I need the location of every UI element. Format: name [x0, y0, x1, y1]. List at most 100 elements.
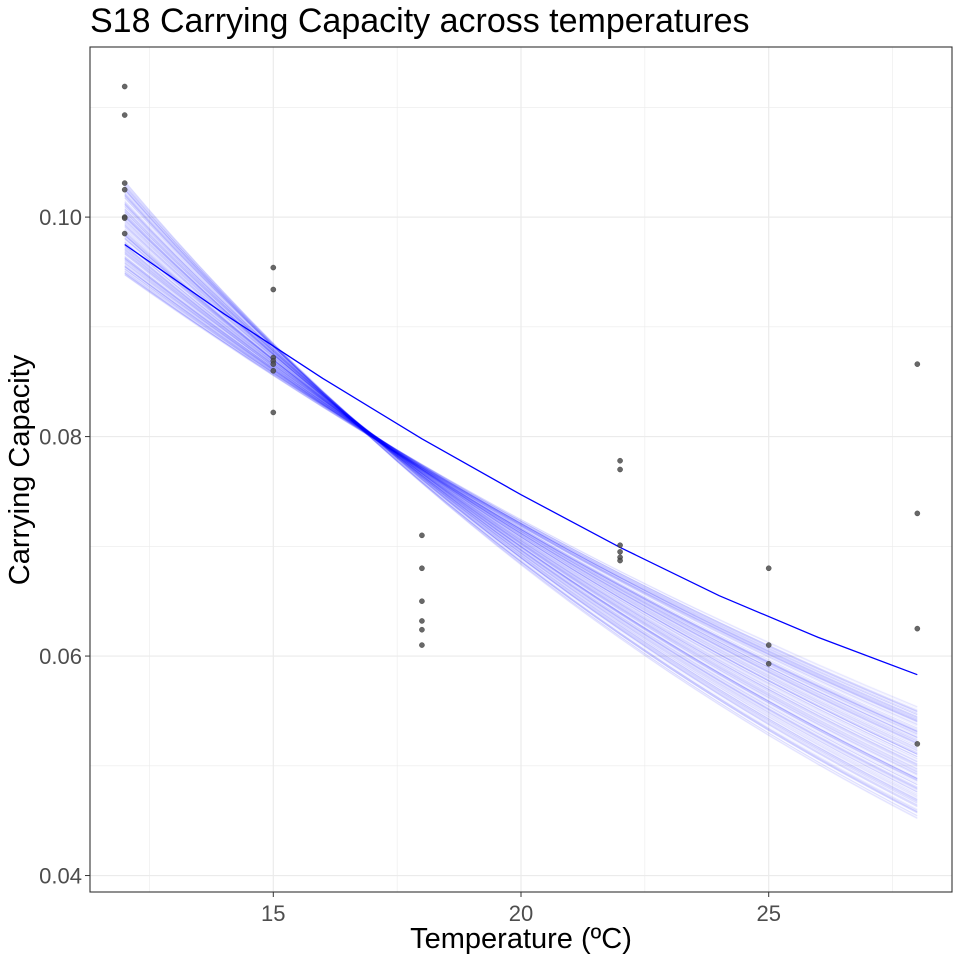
posterior-draw-line: [124, 256, 918, 729]
posterior-draw-line: [124, 242, 918, 746]
posterior-draw-line: [124, 259, 918, 724]
posterior-draw-line: [124, 219, 918, 773]
posterior-draw-line: [124, 203, 918, 790]
posterior-draw-line: [124, 246, 918, 743]
posterior-draw-line: [124, 225, 918, 767]
posterior-draw-line: [124, 233, 918, 757]
posterior-draw-line: [124, 189, 918, 807]
posterior-draw-line: [124, 211, 918, 781]
posterior-draw-line: [124, 258, 918, 732]
posterior-draw-line: [124, 194, 918, 801]
posterior-draw-line: [124, 255, 918, 733]
posterior-draw-line: [124, 235, 918, 755]
posterior-draw-line: [124, 231, 918, 763]
posterior-draw-line: [124, 189, 918, 806]
posterior-draw-line: [124, 185, 918, 814]
posterior-draw-line: [124, 200, 918, 795]
posterior-draw-line: [124, 189, 918, 806]
posterior-draw-line: [124, 260, 918, 730]
posterior-draw-line: [124, 258, 918, 726]
posterior-draw-line: [124, 214, 918, 781]
data-point: [270, 367, 277, 374]
posterior-draw-line: [124, 266, 918, 718]
data-point: [121, 112, 128, 118]
posterior-draw-line: [124, 250, 918, 739]
grid-layer: [90, 47, 952, 892]
posterior-draw-line: [124, 268, 918, 714]
posterior-draw-line: [124, 185, 918, 813]
posterior-draw-line: [124, 209, 918, 785]
data-point: [270, 264, 277, 271]
posterior-draw-line: [124, 264, 918, 722]
posterior-draw-line: [124, 272, 918, 711]
posterior-draw-line: [124, 258, 918, 732]
posterior-draw-line: [124, 252, 918, 735]
posterior-draw-line: [124, 246, 918, 744]
posterior-draw-line: [124, 265, 918, 722]
posterior-draw-line: [124, 197, 918, 797]
data-point: [121, 83, 128, 90]
posterior-draw-line: [124, 249, 918, 735]
data-point: [121, 186, 128, 193]
posterior-draw-line: [124, 266, 918, 718]
posterior-draw-line: [124, 265, 918, 721]
posterior-draw-line: [124, 252, 918, 732]
posterior-draw-line: [124, 244, 918, 744]
posterior-draw-line: [124, 234, 918, 755]
posterior-draw-line: [124, 273, 918, 714]
posterior-draw-line: [124, 189, 918, 811]
tick-layer: 15 20 25 0.04 0.06 0.08 0.10: [39, 205, 781, 926]
posterior-draw-line: [124, 223, 918, 770]
posterior-draw-line: [124, 268, 918, 717]
posterior-draw-line: [124, 263, 918, 720]
posterior-draw-line: [124, 240, 918, 750]
posterior-draw-line: [124, 189, 918, 812]
posterior-draw-line: [124, 215, 918, 779]
posterior-draw-line: [124, 184, 918, 817]
posterior-draw-line: [124, 216, 918, 780]
posterior-draw-line: [124, 272, 918, 713]
posterior-draw-line: [124, 190, 918, 807]
posterior-draw-line: [124, 180, 918, 817]
posterior-draw-line: [124, 262, 918, 722]
posterior-draw-line: [124, 248, 918, 743]
posterior-draw-line: [124, 187, 918, 813]
y-axis-title: Carrying Capacity: [4, 354, 36, 585]
posterior-draw-line: [124, 215, 918, 776]
posterior-draw-line: [124, 193, 918, 801]
posterior-draw-line: [124, 197, 918, 800]
posterior-draw-line: [124, 188, 918, 808]
posterior-draw-line: [124, 213, 918, 784]
posterior-draw-line: [124, 197, 918, 802]
data-point: [914, 510, 921, 517]
posterior-draw-line: [124, 226, 918, 763]
posterior-draw-line: [124, 203, 918, 789]
posterior-draw-line: [124, 252, 918, 736]
posterior-draw-line: [124, 214, 918, 779]
posterior-draw-line: [124, 272, 918, 709]
posterior-draw-line: [124, 262, 918, 720]
posterior-draw-line: [124, 235, 918, 758]
posterior-draw-line: [124, 228, 918, 765]
posterior-draw-line: [124, 233, 918, 755]
posterior-draw-line: [124, 182, 918, 813]
posterior-draw-line: [124, 256, 918, 731]
posterior-draw-line: [124, 260, 918, 726]
posterior-draw-line: [124, 210, 918, 786]
posterior-draw-line: [124, 208, 918, 789]
posterior-draw-line: [124, 213, 918, 781]
posterior-draw-line: [124, 219, 918, 772]
posterior-draw-line: [124, 223, 918, 770]
posterior-draw-line: [124, 193, 918, 801]
posterior-draw-line: [124, 253, 918, 738]
posterior-draw-line: [124, 210, 918, 780]
posterior-draw-line: [124, 235, 918, 752]
posterior-draw-line: [124, 257, 918, 727]
posterior-draw-line: [124, 226, 918, 765]
posterior-draw-line: [124, 202, 918, 793]
posterior-draw-line: [124, 234, 918, 755]
posterior-draw-line: [124, 262, 918, 722]
posterior-draw-line: [124, 225, 918, 763]
x-tick-label: 25: [756, 901, 780, 926]
